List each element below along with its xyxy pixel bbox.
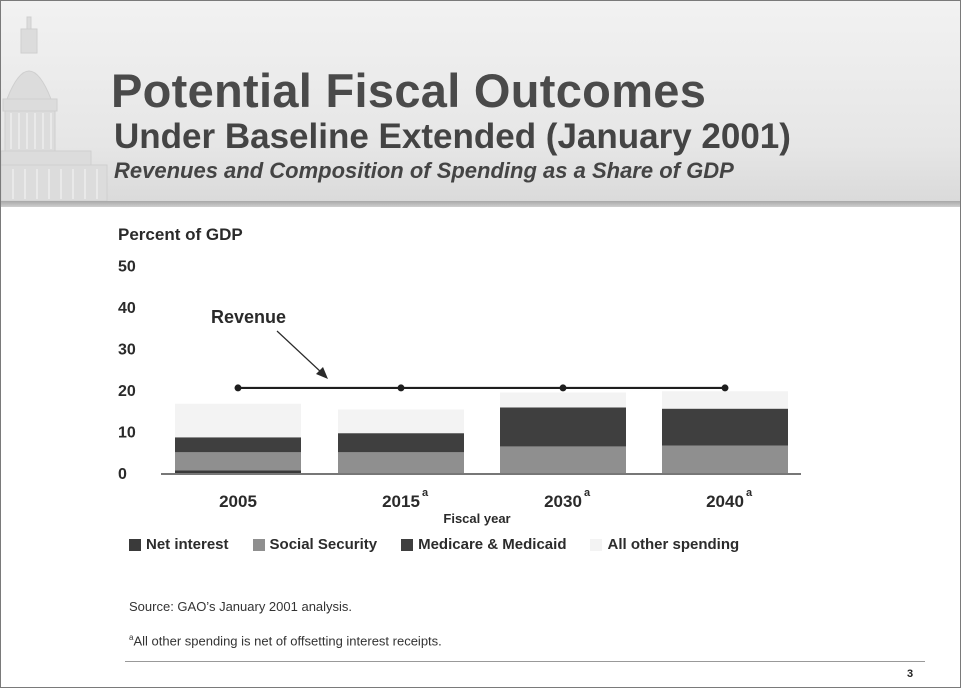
bar-medicare-medicaid xyxy=(500,407,626,447)
revenue-point xyxy=(397,384,405,392)
footnote-text: All other spending is net of offsetting … xyxy=(133,633,442,649)
y-tick-label: 50 xyxy=(118,259,136,276)
revenue-annotation: Revenue xyxy=(211,307,286,327)
slide-title: Potential Fiscal Outcomes xyxy=(111,64,707,117)
legend-item: Medicare & Medicaid xyxy=(401,536,566,553)
x-tick-label: 2040 xyxy=(706,492,744,511)
capitol-dome-icon xyxy=(1,16,108,202)
y-tick-label: 0 xyxy=(118,466,127,483)
bar-all-other-spending xyxy=(500,392,626,408)
header-banner: Potential Fiscal Outcomes Under Baseline… xyxy=(1,1,960,207)
footer-divider xyxy=(125,661,925,662)
bar-social-security xyxy=(338,452,464,473)
legend-swatch xyxy=(129,538,141,551)
chart-legend: Net interest Social Security Medicare & Me… xyxy=(129,536,763,553)
revenue-point xyxy=(234,384,242,392)
legend-swatch xyxy=(252,538,265,551)
x-axis-label: Fiscal year xyxy=(443,511,510,526)
page-number: 3 xyxy=(907,668,914,680)
bar-medicare-medicaid xyxy=(338,433,464,453)
bar-social-security xyxy=(662,445,788,473)
source-note: Source: GAO’s January 2001 analysis. xyxy=(129,599,353,614)
x-tick-superscript: a xyxy=(584,487,591,499)
x-tick-label: 2030 xyxy=(544,492,582,511)
header-divider xyxy=(1,201,960,207)
bar-all-other-spending xyxy=(338,409,464,434)
annotation-arrow-line xyxy=(276,330,323,374)
bar-social-security xyxy=(500,446,626,473)
footnote-marker: a xyxy=(129,633,134,642)
bar-medicare-medicaid xyxy=(662,408,788,446)
x-tick-label: 2015 xyxy=(382,492,420,511)
annotation-arrowhead xyxy=(316,367,328,379)
slide-subtitle: Under Baseline Extended (January 2001) xyxy=(114,117,791,156)
y-tick-label: 10 xyxy=(118,425,136,442)
legend-item: All other spending xyxy=(590,536,739,553)
bar-all-other-spending xyxy=(662,391,788,409)
y-axis-label: Percent of GDP xyxy=(118,225,243,244)
legend-item: Social Security xyxy=(252,536,378,553)
bar-social-security xyxy=(175,452,301,471)
footnote: aAll other spending is net of offsetting… xyxy=(129,633,442,648)
revenue-point xyxy=(559,384,567,392)
x-tick-label: 2005 xyxy=(219,492,257,511)
bar-net-interest xyxy=(175,470,301,473)
bar-all-other-spending xyxy=(175,403,301,438)
x-tick-superscript: a xyxy=(746,487,753,499)
legend-swatch xyxy=(401,538,414,551)
legend-item: Net interest xyxy=(129,536,229,553)
x-tick-superscript: a xyxy=(422,487,429,499)
revenue-point xyxy=(721,384,729,392)
slide-description: Revenues and Composition of Spending as … xyxy=(114,158,734,183)
legend-label: Social Security xyxy=(269,536,378,553)
legend-label: All other spending xyxy=(607,536,740,553)
legend-label: Medicare & Medicaid xyxy=(418,536,567,553)
bar-medicare-medicaid xyxy=(175,437,301,453)
y-tick-label: 20 xyxy=(118,383,136,400)
y-tick-label: 30 xyxy=(118,342,136,359)
legend-swatch xyxy=(590,538,603,551)
y-tick-label: 40 xyxy=(118,300,136,317)
legend-label: Net interest xyxy=(146,536,229,553)
